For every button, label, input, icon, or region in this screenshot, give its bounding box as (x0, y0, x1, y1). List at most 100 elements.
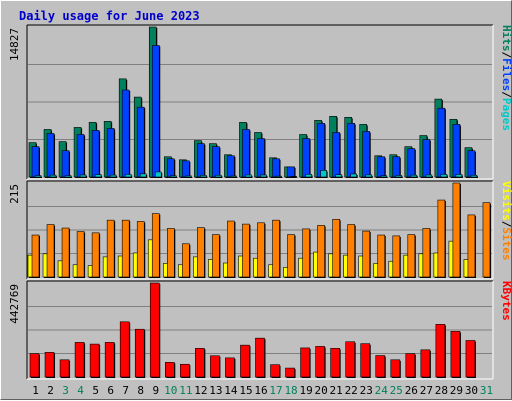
bar-pages (380, 175, 388, 178)
x-tick-label: 26 (405, 384, 418, 397)
bar-pages (124, 174, 132, 178)
x-tick-label: 6 (107, 384, 114, 397)
bar-kbytes (360, 343, 371, 378)
x-tick-label: 22 (345, 384, 358, 397)
bar-kbytes (435, 324, 446, 378)
bar-files (377, 156, 386, 178)
bar-files (166, 158, 175, 178)
bar-pages (350, 173, 357, 178)
bar-pages-shadow (171, 176, 178, 178)
bar-pages (410, 174, 418, 178)
bar-pages (139, 173, 147, 178)
bar-sites (46, 224, 55, 278)
bar-files (136, 106, 145, 178)
bar-pages (200, 175, 207, 178)
bar-kbytes (285, 367, 295, 378)
panel-hits-files-pages: 14827 Hits/Files/Pages (8, 24, 512, 180)
x-tick-label: 29 (450, 384, 463, 397)
y-max-label: 442769 (8, 284, 21, 324)
x-axis-day-labels: 1 2 3 4 5 6 7 8 9 10 11 12 13 14 15 16 17 18 19 20 21 22 23 24 2… (32, 384, 493, 397)
x-tick-label: 20 (315, 384, 328, 397)
x-tick-label: 10 (164, 384, 177, 397)
bar-files (121, 89, 130, 178)
bar-pages (275, 175, 282, 178)
x-tick-label: 31 (480, 384, 493, 397)
panel-kbytes: 442769 KBytes (8, 280, 512, 380)
x-tick-label: 4 (77, 384, 84, 397)
x-tick-label: 7 (122, 384, 129, 397)
bar-kbytes (420, 349, 431, 378)
bar-files (91, 130, 100, 178)
bar-kbytes (119, 321, 130, 378)
bar-pages-shadow (381, 176, 388, 178)
bar-kbytes (89, 343, 100, 378)
bar-pages (109, 174, 117, 178)
bar-sites (76, 231, 85, 278)
bar-pages-shadow (276, 177, 283, 178)
bar-sites (422, 228, 431, 278)
bar-pages (260, 174, 267, 178)
bar-pages (79, 174, 87, 178)
bar-kbytes (59, 359, 70, 378)
legend-kbytes: KBytes (500, 281, 512, 321)
legend-visits-sites: Visits/Sites (500, 181, 512, 261)
bar-pages (64, 175, 72, 178)
bar-pages (154, 171, 162, 178)
x-tick-label: 9 (152, 384, 159, 397)
bar-pages (455, 174, 463, 178)
bar-files (151, 45, 160, 178)
bar-pages (34, 175, 42, 178)
bar-pages (365, 174, 373, 178)
bar-files (452, 124, 461, 178)
bar-kbytes (300, 347, 310, 378)
bar-kbytes (44, 352, 55, 378)
bar-files (227, 155, 235, 178)
bar-sites (257, 222, 265, 278)
bar-pages-shadow (186, 176, 193, 178)
bar-sites (91, 232, 100, 278)
bar-sites (317, 225, 325, 278)
legend-separator: / (500, 52, 512, 59)
panel-visits-sites: 215 Visits/Sites (8, 180, 512, 280)
x-tick-label: 16 (254, 384, 267, 397)
legend-separator: / (500, 91, 512, 98)
bar-sites (242, 223, 250, 278)
bar-kbytes (405, 353, 416, 378)
chart-title: Daily usage for June 2023 (19, 9, 200, 23)
bar-sites (467, 214, 476, 278)
bar-files (317, 123, 325, 178)
bar-kbytes (225, 357, 235, 378)
x-tick-label: 14 (224, 384, 238, 397)
x-tick-label: 2 (47, 384, 54, 397)
bar-sites (61, 227, 70, 278)
bar-files (212, 146, 220, 178)
bar-sites (227, 220, 235, 278)
legend-item: Hits (500, 25, 512, 52)
bar-files (46, 133, 55, 178)
bar-files (332, 132, 340, 178)
bar-files (257, 138, 265, 178)
bar-kbytes (465, 340, 476, 378)
bar-files (61, 150, 70, 178)
x-tick-label: 25 (390, 384, 403, 397)
x-tick-label: 27 (420, 384, 433, 397)
bar-files (182, 160, 190, 178)
bar-files (31, 146, 40, 178)
bar-sites (197, 227, 205, 278)
bar-pages (185, 175, 192, 178)
bar-kbytes (375, 355, 386, 378)
bar-sites (452, 182, 461, 278)
bar-sites (287, 234, 295, 278)
bar-files (76, 134, 85, 178)
bar-files (467, 150, 476, 178)
bar-files (407, 148, 416, 178)
bar-kbytes (180, 363, 190, 378)
x-tick-label: 24 (375, 384, 389, 397)
x-tick-label: 5 (92, 384, 99, 397)
bar-files (347, 123, 355, 178)
bar-sites (166, 228, 175, 278)
bar-files (422, 139, 431, 178)
bar-kbytes (195, 348, 205, 378)
bar-kbytes (164, 362, 175, 378)
bar-pages (320, 170, 327, 178)
